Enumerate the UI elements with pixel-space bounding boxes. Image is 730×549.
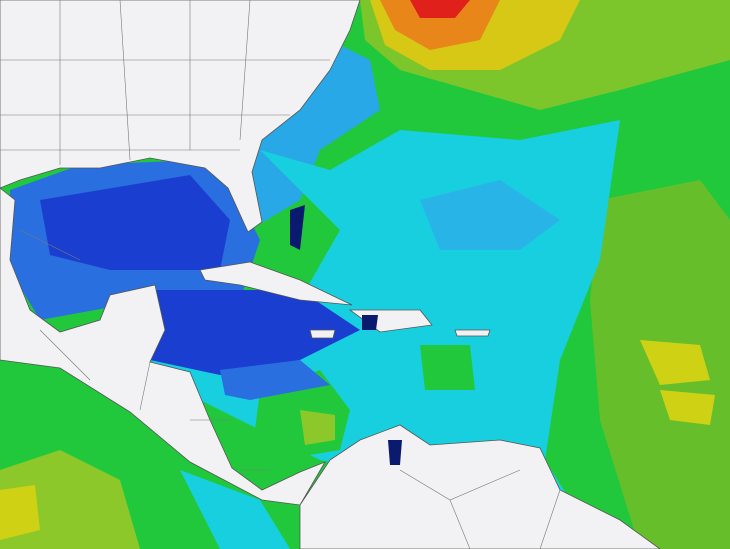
green-patch <box>420 345 475 390</box>
caribbean-west <box>150 290 360 375</box>
cuba <box>199 261 353 306</box>
caribbean-mid <box>220 360 330 400</box>
puerto-rico <box>454 329 491 337</box>
country-borders <box>19 229 270 471</box>
pacific-peak <box>0 485 40 540</box>
storm-peak <box>410 0 470 18</box>
jamaica <box>309 329 336 339</box>
shelf <box>362 315 378 330</box>
storm-core <box>380 0 500 50</box>
swell-peak <box>640 340 710 385</box>
lime-patch <box>300 410 335 445</box>
country-borders <box>399 469 561 549</box>
gulf-inner <box>40 175 230 270</box>
blue-patch <box>420 180 560 250</box>
state-borders <box>0 0 330 165</box>
bahamas-bank <box>290 205 305 250</box>
swell-peak <box>660 390 715 425</box>
pacific-coastal <box>180 470 290 549</box>
coastal-band <box>240 40 380 230</box>
land-north-america <box>0 0 361 233</box>
lake <box>388 440 402 465</box>
